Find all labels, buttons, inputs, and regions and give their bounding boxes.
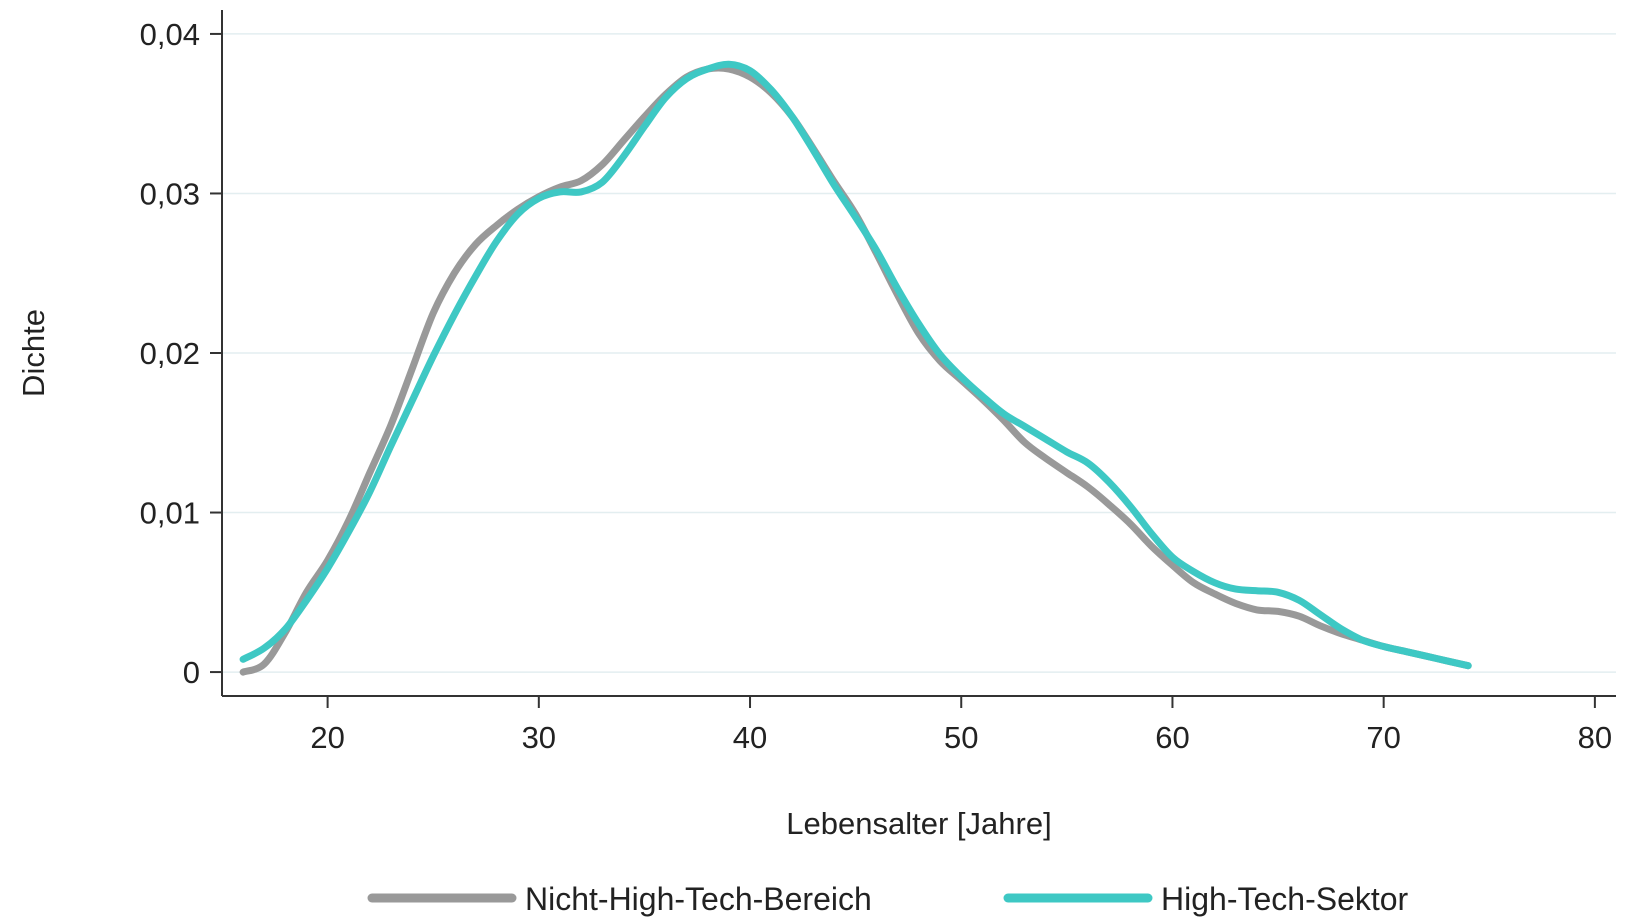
x-tick-label: 20: [310, 720, 344, 755]
x-axis-title: Lebensalter [Jahre]: [786, 806, 1051, 841]
gridlines: [222, 33, 1616, 673]
y-axis-ticks: 0 0,01 0,02 0,03 0,04: [140, 17, 222, 690]
legend-label: Nicht-High-Tech-Bereich: [525, 881, 872, 917]
series-lines: [239, 60, 1472, 676]
x-axis-ticks: 20 30 40 50 60 70 80: [310, 696, 1612, 755]
legend-label: High-Tech-Sektor: [1161, 881, 1409, 917]
y-axis-title: Dichte: [16, 309, 51, 397]
x-tick-label: 60: [1155, 720, 1189, 755]
x-tick-label: 30: [522, 720, 556, 755]
x-tick-label: 70: [1366, 720, 1400, 755]
y-tick-label: 0,02: [140, 336, 200, 371]
legend: Nicht-High-Tech-Bereich High-Tech-Sektor: [367, 881, 1409, 917]
x-tick-label: 40: [733, 720, 767, 755]
series-line-high-tech: [239, 60, 1472, 670]
y-tick-label: 0,01: [140, 496, 200, 531]
x-tick-label: 80: [1578, 720, 1612, 755]
y-tick-label: 0,03: [140, 176, 200, 211]
x-tick-label: 50: [944, 720, 978, 755]
y-tick-label: 0: [183, 655, 200, 690]
y-tick-label: 0,04: [140, 17, 200, 52]
